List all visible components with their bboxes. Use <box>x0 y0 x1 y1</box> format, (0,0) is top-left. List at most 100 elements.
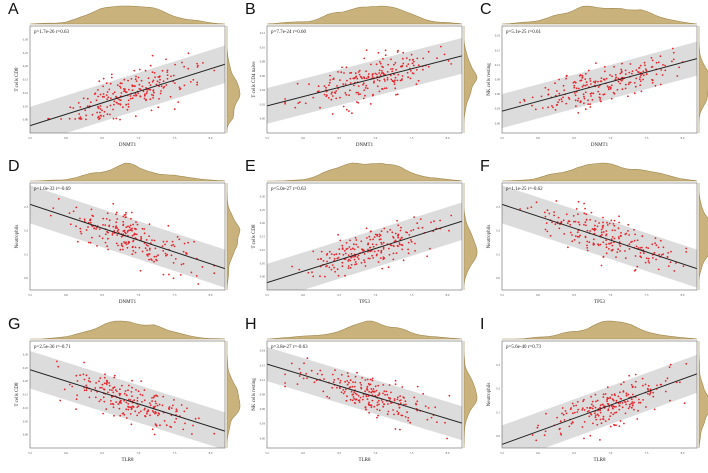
data-point <box>604 393 607 395</box>
data-point <box>599 409 601 412</box>
data-point <box>144 69 147 72</box>
data-point <box>341 244 344 247</box>
data-point <box>140 235 143 238</box>
data-point <box>187 52 190 55</box>
data-point <box>102 93 105 95</box>
data-point <box>633 82 636 84</box>
data-point <box>320 250 323 253</box>
data-point <box>574 235 577 238</box>
data-point <box>367 242 370 245</box>
data-point <box>611 394 613 396</box>
data-point <box>317 85 320 88</box>
data-point <box>394 79 396 82</box>
data-point <box>398 406 401 409</box>
data-point <box>603 405 605 408</box>
data-point <box>349 266 352 269</box>
data-point <box>672 51 675 54</box>
plot-frame <box>501 25 698 134</box>
data-point <box>360 262 363 264</box>
data-point <box>162 240 165 243</box>
data-point <box>366 398 369 400</box>
data-point <box>88 377 91 380</box>
x-tick-label: 8.0 <box>681 136 685 140</box>
data-point <box>573 220 575 223</box>
data-point <box>333 91 336 94</box>
data-point <box>378 235 381 238</box>
data-point <box>617 77 620 80</box>
data-point <box>588 241 591 244</box>
data-point <box>323 378 325 380</box>
data-point <box>611 405 613 408</box>
data-point <box>150 258 152 260</box>
panel-letter: E <box>245 158 256 175</box>
data-point <box>362 249 364 252</box>
plot-frame <box>266 25 463 134</box>
data-point <box>624 412 627 415</box>
data-point <box>71 385 74 388</box>
data-point <box>400 65 403 68</box>
data-point <box>675 381 678 384</box>
y-density <box>226 183 241 291</box>
data-point <box>134 78 137 81</box>
data-point <box>75 206 78 209</box>
data-point <box>158 85 161 88</box>
data-point <box>633 239 636 242</box>
data-point <box>129 413 132 415</box>
data-point <box>298 375 301 377</box>
data-point <box>198 417 200 420</box>
data-point <box>103 382 106 385</box>
y-tick-label: 0.1 <box>496 410 500 414</box>
data-point <box>132 250 135 252</box>
data-point <box>161 404 164 407</box>
data-point <box>166 77 169 80</box>
data-point <box>173 421 176 423</box>
data-point <box>180 263 183 266</box>
data-point <box>565 412 568 415</box>
data-point <box>328 257 331 259</box>
data-point <box>554 82 556 85</box>
data-point <box>572 81 575 84</box>
data-point <box>344 388 347 391</box>
data-point <box>124 231 126 234</box>
data-point <box>669 399 671 402</box>
data-point <box>401 78 403 80</box>
data-point <box>135 94 138 97</box>
data-point <box>310 369 313 372</box>
data-point <box>307 271 310 274</box>
data-point <box>535 439 538 442</box>
data-point <box>357 71 360 73</box>
x-tick-label: 5.5 <box>265 136 269 140</box>
confidence-band <box>30 351 225 448</box>
data-point <box>397 245 399 248</box>
data-point <box>104 224 107 227</box>
data-point <box>140 79 143 82</box>
data-point <box>536 426 539 429</box>
data-point <box>69 223 72 226</box>
data-point <box>622 390 625 393</box>
x-tick-label: 8.0 <box>209 451 213 455</box>
data-point <box>630 406 633 409</box>
data-point <box>370 406 373 409</box>
data-point <box>161 69 164 72</box>
data-point <box>134 233 137 236</box>
data-point <box>409 421 412 424</box>
data-point <box>627 95 629 98</box>
data-point <box>127 389 129 392</box>
data-point <box>562 413 565 416</box>
data-point <box>112 387 115 390</box>
data-point <box>558 99 561 101</box>
data-point <box>151 239 153 242</box>
data-point <box>367 257 370 260</box>
data-point <box>655 61 658 64</box>
data-point <box>117 403 120 405</box>
data-point <box>145 92 148 95</box>
data-point <box>378 233 381 236</box>
data-point <box>427 50 430 53</box>
data-point <box>407 252 410 255</box>
data-point <box>138 412 140 414</box>
data-point <box>597 414 600 417</box>
data-point <box>93 227 95 230</box>
data-point <box>607 409 610 412</box>
data-point <box>450 63 453 65</box>
data-point <box>404 400 407 403</box>
